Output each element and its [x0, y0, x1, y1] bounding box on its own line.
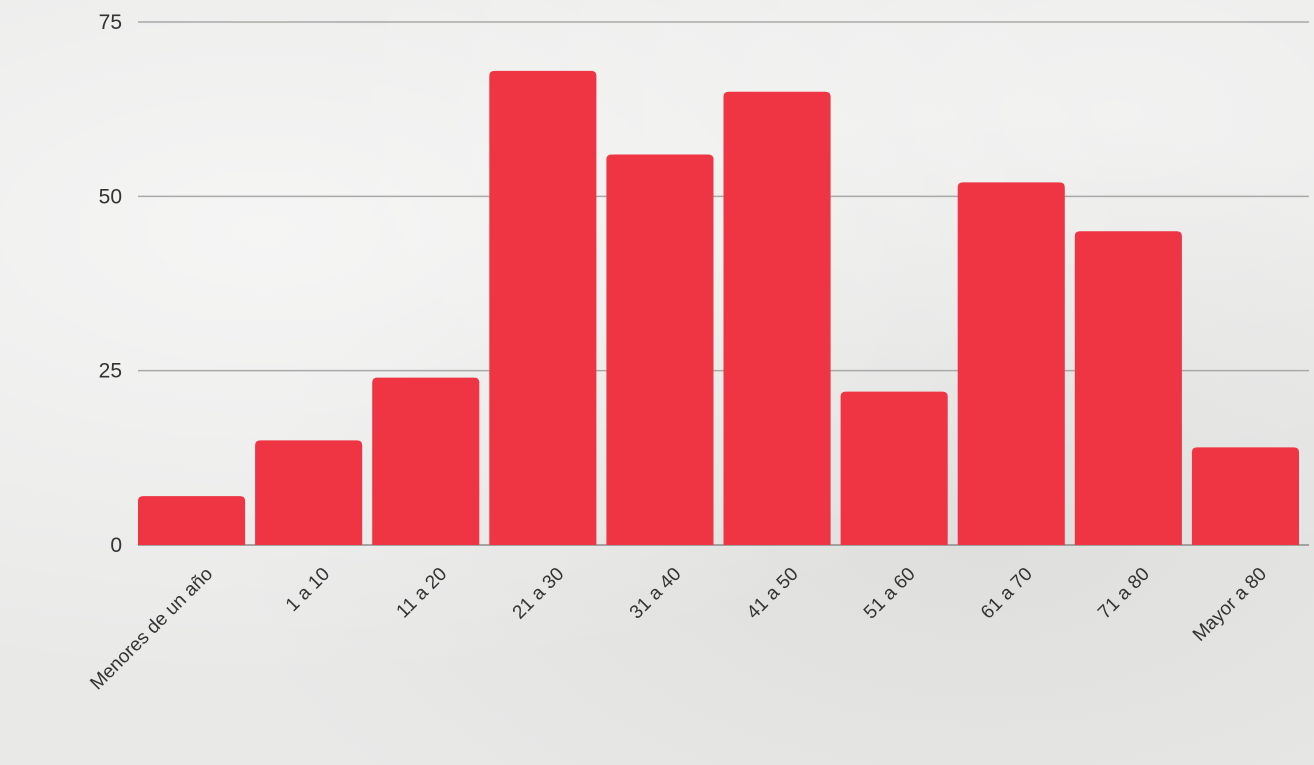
y-tick-label: 75	[99, 11, 122, 34]
x-tick-label: 1 a 10	[282, 564, 334, 616]
x-tick-label: 51 a 60	[860, 564, 920, 624]
bar	[138, 496, 246, 545]
bar	[606, 154, 714, 545]
bar	[957, 182, 1065, 546]
y-axis-ticks: 0 25 50 75	[99, 11, 122, 557]
bar	[1074, 231, 1182, 545]
x-tick-label: 71 a 80	[1094, 564, 1154, 624]
x-axis-ticks: Menores de un año 1 a 10 11 a 20 21 a 30 31 …	[86, 564, 1271, 695]
x-tick-label: Mayor a 80	[1189, 564, 1271, 646]
x-tick-label: 21 a 30	[509, 564, 569, 624]
bar	[255, 440, 363, 545]
x-tick-label: Menores de un año	[86, 564, 217, 695]
y-tick-label: 25	[99, 360, 122, 383]
bar	[840, 391, 948, 545]
x-tick-label: 41 a 50	[743, 564, 803, 624]
x-tick-label: 61 a 70	[977, 564, 1037, 624]
bar	[723, 91, 831, 545]
y-tick-label: 50	[99, 185, 122, 208]
y-tick-label: 0	[110, 534, 122, 557]
x-tick-label: 11 a 20	[393, 564, 452, 623]
bar	[1191, 447, 1299, 545]
bars	[138, 70, 1299, 546]
bar	[489, 70, 597, 546]
x-tick-label: 31 a 40	[626, 564, 686, 624]
bar	[372, 377, 480, 545]
